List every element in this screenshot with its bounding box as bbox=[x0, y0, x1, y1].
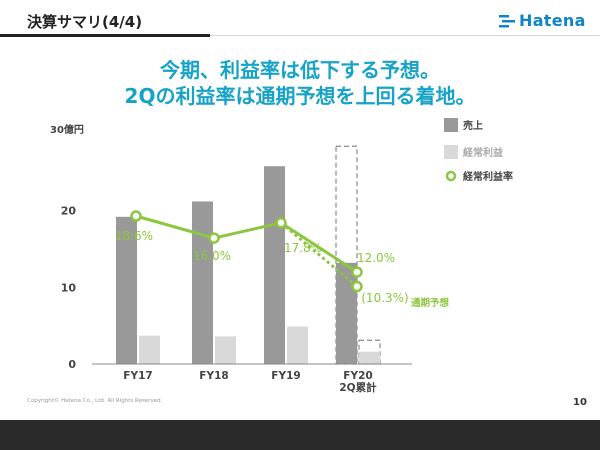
margin-point bbox=[351, 266, 363, 278]
header-divider bbox=[210, 35, 600, 36]
sales-bar bbox=[264, 166, 285, 364]
legend-swatch-profit bbox=[444, 145, 458, 159]
margin-data-label: 16.0% bbox=[193, 249, 231, 263]
headline-line-1: 今期、利益率は低下する予想。 bbox=[160, 58, 440, 82]
margin-forecast-point bbox=[351, 280, 363, 293]
y-axis-unit-label: 30億円 bbox=[50, 123, 84, 136]
legend-swatch-margin bbox=[445, 170, 457, 182]
margin-point bbox=[275, 217, 287, 229]
x-tick-label: FY20 bbox=[343, 370, 372, 382]
y-tick-label: 20 bbox=[61, 205, 77, 218]
legend-label: 売上 bbox=[463, 119, 483, 132]
logo-text: Hatena bbox=[519, 11, 586, 30]
sales-bar bbox=[192, 201, 213, 364]
page-title: 決算サマリ(4/4) bbox=[27, 13, 143, 31]
page-number: 10 bbox=[573, 397, 587, 408]
margin-point bbox=[130, 210, 142, 222]
margin-point bbox=[208, 232, 220, 244]
bottom-band bbox=[0, 420, 600, 450]
x-tick-label: FY18 bbox=[199, 370, 228, 382]
slide: 決算サマリ(4/4) Hatena 今期、利益率は低下する予想。 2Qの利益率は… bbox=[0, 11, 600, 408]
profit-bar bbox=[359, 351, 380, 364]
margin-line-forecast bbox=[280, 221, 358, 288]
profit-bar bbox=[215, 336, 236, 364]
legend-label: 経常利益率 bbox=[463, 170, 513, 183]
header-underline bbox=[0, 34, 210, 37]
profit-bar bbox=[287, 326, 308, 364]
profit-bar bbox=[139, 335, 160, 364]
legend-swatch-sales bbox=[444, 118, 458, 132]
copyright-text: Copyright© Hatena Co., Ltd. All Rights R… bbox=[27, 398, 163, 404]
forecast-margin-label: (10.3%) bbox=[361, 291, 408, 305]
x-tick-label: FY17 bbox=[123, 370, 152, 382]
margin-data-label: 17.8% bbox=[284, 241, 322, 255]
x-tick-label: FY19 bbox=[271, 370, 300, 382]
sales-bar bbox=[116, 216, 137, 364]
margin-data-label: 18.6% bbox=[115, 229, 153, 243]
y-tick-label: 0 bbox=[68, 358, 76, 371]
hatena-logo-icon bbox=[499, 14, 515, 27]
margin-line-actual bbox=[135, 214, 358, 274]
headline-line-2: 2Qの利益率は通期予想を上回る着地。 bbox=[124, 84, 476, 108]
x-tick-label: 2Q累計 bbox=[339, 381, 377, 394]
legend-label: 経常利益 bbox=[463, 146, 503, 159]
margin-data-label: 12.0% bbox=[357, 251, 395, 265]
hatena-logo: Hatena bbox=[498, 11, 586, 30]
y-tick-label: 10 bbox=[61, 281, 77, 294]
forecast-note-label: 通期予想 bbox=[411, 297, 450, 309]
